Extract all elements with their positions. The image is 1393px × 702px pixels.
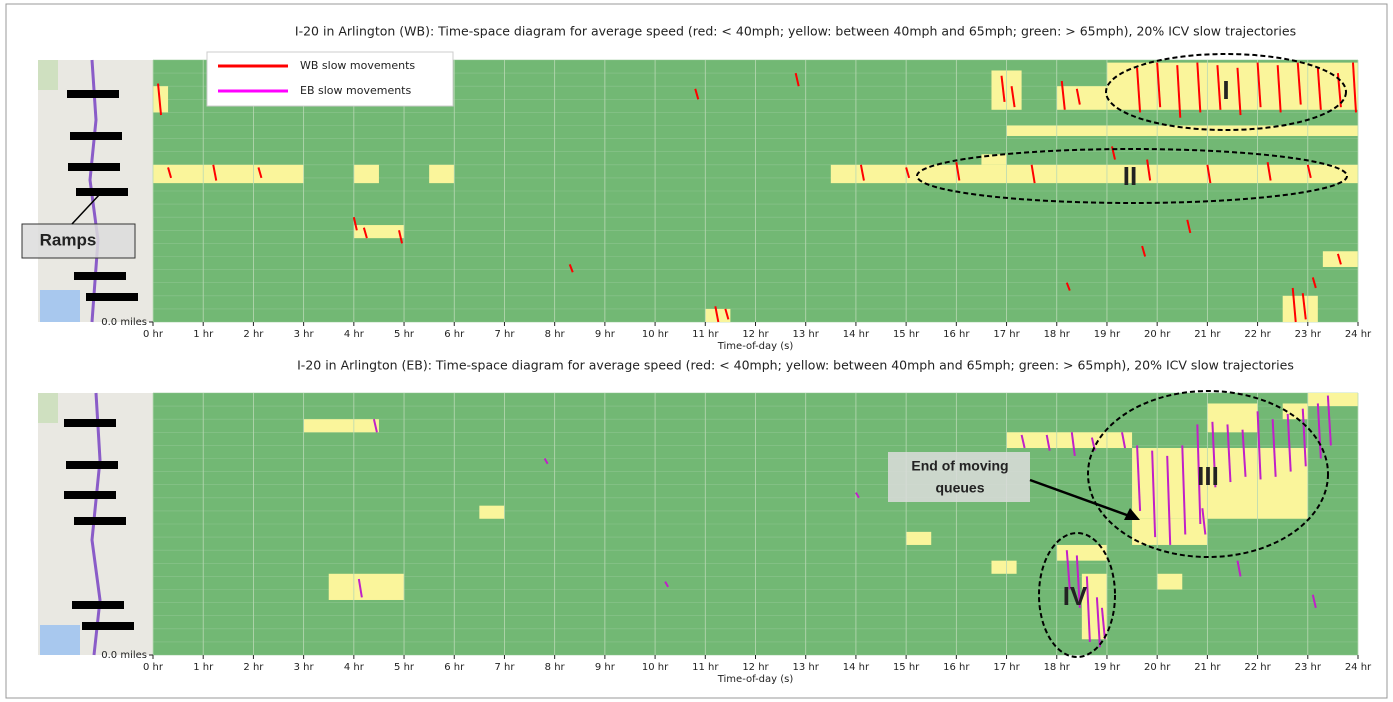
- legend-label: WB slow movements: [300, 59, 415, 72]
- x-tick-label: 8 hr: [545, 662, 566, 673]
- x-tick-label: 4 hr: [344, 662, 365, 673]
- legend: WB slow movements EB slow movements: [207, 52, 453, 106]
- figure: I-20 in Arlington (WB): Time-space diagr…: [0, 0, 1393, 702]
- x-tick-label: 10 hr: [642, 662, 669, 673]
- yellow-cell: [354, 165, 379, 183]
- x-tick-label: 21 hr: [1194, 662, 1221, 673]
- annotation: Ramps: [40, 230, 97, 249]
- yellow-cell: [479, 506, 504, 519]
- x-tick-label: 18 hr: [1044, 329, 1071, 340]
- yellow-cell: [831, 165, 1358, 183]
- x-tick-label: 15 hr: [893, 662, 920, 673]
- annotation: queues: [935, 480, 984, 496]
- chart-title: I-20 in Arlington (EB): Time-space diagr…: [297, 358, 1294, 373]
- y-tick-label: 0.0 miles: [101, 650, 147, 661]
- x-tick-label: 13 hr: [793, 662, 820, 673]
- yellow-cell: [329, 574, 404, 600]
- x-tick-label: 1 hr: [193, 329, 214, 340]
- x-tick-label: 15 hr: [893, 329, 920, 340]
- yellow-cell: [1308, 393, 1358, 406]
- x-tick-label: 5 hr: [394, 662, 415, 673]
- legend-label: EB slow movements: [300, 84, 411, 97]
- x-tick-label: 17 hr: [993, 662, 1020, 673]
- x-tick-label: 20 hr: [1144, 329, 1171, 340]
- x-tick-label: 24 hr: [1345, 329, 1372, 340]
- yellow-cell: [429, 165, 454, 183]
- x-tick-label: 5 hr: [394, 329, 415, 340]
- annotation: I: [1222, 75, 1229, 105]
- x-tick-label: 13 hr: [793, 329, 820, 340]
- yellow-cell: [906, 532, 931, 545]
- yellow-cell: [1057, 545, 1107, 561]
- annotation: End of moving: [911, 458, 1008, 474]
- x-tick-label: 8 hr: [545, 329, 566, 340]
- map-eb: [38, 393, 153, 655]
- x-tick-label: 24 hr: [1345, 662, 1372, 673]
- x-axis-label: Time-of-day (s): [717, 674, 794, 685]
- x-tick-label: 21 hr: [1194, 329, 1221, 340]
- yellow-cell: [354, 225, 404, 238]
- yellow-cell: [1132, 448, 1308, 519]
- x-tick-label: 19 hr: [1094, 662, 1121, 673]
- x-tick-label: 14 hr: [843, 329, 870, 340]
- x-tick-label: 7 hr: [494, 329, 515, 340]
- yellow-cell: [1007, 126, 1148, 136]
- x-tick-label: 17 hr: [993, 329, 1020, 340]
- x-tick-label: 22 hr: [1244, 329, 1271, 340]
- yellow-cell: [991, 561, 1016, 574]
- x-tick-label: 2 hr: [243, 662, 264, 673]
- x-tick-label: 3 hr: [294, 662, 315, 673]
- x-tick-label: 12 hr: [742, 329, 769, 340]
- x-tick-label: 9 hr: [595, 662, 616, 673]
- x-tick-label: 2 hr: [243, 329, 264, 340]
- x-tick-label: 4 hr: [344, 329, 365, 340]
- chart-title: I-20 in Arlington (WB): Time-space diagr…: [295, 24, 1296, 39]
- yellow-cell: [153, 165, 304, 183]
- annotation: IV: [1063, 581, 1088, 611]
- x-tick-label: 16 hr: [943, 662, 970, 673]
- x-tick-label: 23 hr: [1295, 662, 1322, 673]
- x-tick-label: 1 hr: [193, 662, 214, 673]
- x-tick-label: 9 hr: [595, 329, 616, 340]
- page: I-20 in Arlington (WB): Time-space diagr…: [0, 0, 1393, 702]
- x-tick-label: 12 hr: [742, 662, 769, 673]
- x-tick-label: 3 hr: [294, 329, 315, 340]
- annotation: III: [1197, 461, 1219, 491]
- x-tick-label: 7 hr: [494, 662, 515, 673]
- map-wb: [38, 60, 153, 322]
- x-tick-label: 23 hr: [1295, 329, 1322, 340]
- yellow-cell: [304, 419, 379, 432]
- x-tick-label: 20 hr: [1144, 662, 1171, 673]
- yellow-cell: [1207, 403, 1257, 432]
- x-tick-label: 22 hr: [1244, 662, 1271, 673]
- x-tick-label: 0 hr: [143, 662, 164, 673]
- yellow-cell: [1007, 432, 1133, 448]
- x-tick-label: 16 hr: [943, 329, 970, 340]
- x-tick-label: 14 hr: [843, 662, 870, 673]
- x-tick-label: 6 hr: [444, 662, 465, 673]
- x-axis-label: Time-of-day (s): [717, 341, 794, 352]
- x-tick-label: 18 hr: [1044, 662, 1071, 673]
- annotation: II: [1123, 161, 1137, 191]
- x-tick-label: 11 hr: [692, 329, 719, 340]
- x-tick-label: 0 hr: [143, 329, 164, 340]
- x-tick-label: 6 hr: [444, 329, 465, 340]
- yellow-cell: [1283, 296, 1318, 322]
- x-tick-label: 10 hr: [642, 329, 669, 340]
- x-tick-label: 11 hr: [692, 662, 719, 673]
- y-tick-label: 0.0 miles: [101, 317, 147, 328]
- yellow-cell: [1157, 574, 1182, 590]
- x-tick-label: 19 hr: [1094, 329, 1121, 340]
